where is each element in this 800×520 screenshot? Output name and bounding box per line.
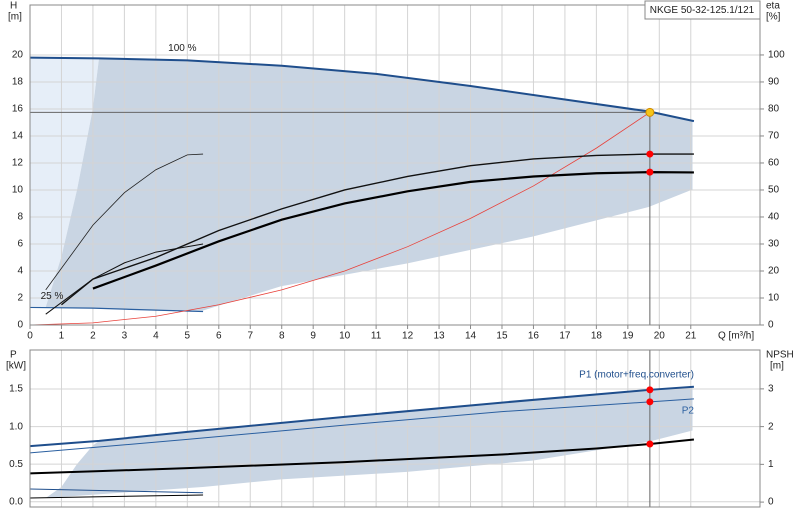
- x-tick-label: 8: [279, 331, 285, 342]
- curve: [61, 153, 694, 306]
- y2-tick-label: 90: [768, 77, 780, 88]
- x-tick-label: 9: [310, 331, 316, 342]
- y-axis-label: P: [10, 350, 17, 361]
- y2-tick-label: 70: [768, 131, 780, 142]
- y2-axis-label: NPSH: [766, 350, 794, 361]
- y2-tick-label: 10: [768, 293, 780, 304]
- y-tick-label: 10: [12, 185, 24, 196]
- x-tick-label: 3: [122, 331, 128, 342]
- curve: [29, 306, 204, 313]
- x-tick-label: 16: [528, 331, 540, 342]
- y2-tick-label: 60: [768, 158, 780, 169]
- curve: [29, 56, 695, 123]
- x-tick-label: 14: [465, 331, 477, 342]
- y-tick-label: 0: [17, 320, 23, 331]
- x-tick-label: 18: [591, 331, 603, 342]
- y-tick-label: 4: [17, 266, 23, 277]
- y-tick-label: 8: [17, 212, 23, 223]
- y2-tick-label: 80: [768, 104, 780, 115]
- y2-tick-label: 20: [768, 266, 780, 277]
- x-tick-label: 15: [496, 331, 508, 342]
- y-axis-label: [kW]: [6, 361, 26, 372]
- y-tick-label: 16: [12, 104, 24, 115]
- x-tick-label: 21: [685, 331, 697, 342]
- x-tick-label: 17: [559, 331, 571, 342]
- y-tick-label: 20: [12, 50, 24, 61]
- y-tick-label: 2: [17, 293, 23, 304]
- duty-point: [645, 107, 655, 117]
- curve-label: 25 %: [41, 291, 64, 302]
- plot-frame: [29, 349, 761, 508]
- x-tick-label: 10: [339, 331, 351, 342]
- curve-label: 100 %: [168, 43, 196, 54]
- curve: [29, 112, 651, 326]
- plot: 100 % 25 % P1 (motor+freq.converter) P2: [29, 43, 695, 507]
- curve-label: P2: [682, 405, 695, 416]
- curve: [45, 243, 204, 315]
- y2-axis-label: [m]: [770, 361, 784, 372]
- y2-tick-label: 3: [768, 384, 774, 395]
- marker: [646, 440, 654, 448]
- plot-frame: [29, 4, 761, 326]
- y2-tick-label: 50: [768, 185, 780, 196]
- x-tick-label: 5: [185, 331, 191, 342]
- y-tick-label: 18: [12, 77, 24, 88]
- chart-title: NKGE 50-32-125.1/121: [650, 5, 755, 16]
- marker: [646, 150, 654, 158]
- x-tick-label: 6: [216, 331, 222, 342]
- y2-axis-label: [%]: [766, 12, 781, 23]
- marker: [646, 398, 654, 406]
- curve: [29, 488, 204, 494]
- x-tick-label: 12: [402, 331, 414, 342]
- x-axis-label: Q [m³/h]: [718, 331, 754, 342]
- marker: [646, 168, 654, 176]
- y2-tick-label: 100: [768, 50, 785, 61]
- curve: [45, 153, 204, 291]
- curve: [29, 494, 204, 499]
- x-tick-label: 19: [622, 331, 634, 342]
- y2-tick-label: 0: [768, 497, 774, 508]
- x-tick-label: 0: [27, 331, 33, 342]
- y-tick-label: 12: [12, 158, 24, 169]
- y2-tick-label: 2: [768, 421, 774, 432]
- y-tick-label: 1.5: [9, 384, 23, 395]
- y2-tick-label: 30: [768, 239, 780, 250]
- marker: [646, 386, 654, 394]
- curve: [29, 398, 694, 454]
- x-tick-label: 7: [247, 331, 253, 342]
- curve: [92, 171, 694, 290]
- y-tick-label: 6: [17, 239, 23, 250]
- x-tick-label: 11: [371, 331, 382, 342]
- y-tick-label: 0.5: [9, 459, 23, 470]
- range-light: [30, 57, 99, 308]
- y2-axis-label: eta: [766, 1, 780, 12]
- y-tick-label: 14: [12, 131, 24, 142]
- x-tick-label: 20: [654, 331, 666, 342]
- y2-tick-label: 1: [768, 459, 774, 470]
- y-axis-label: [m]: [8, 12, 22, 23]
- title-box: [644, 0, 761, 20]
- y-axis-label: H: [10, 1, 17, 12]
- y2-tick-label: 0: [768, 320, 774, 331]
- x-tick-label: 4: [153, 331, 159, 342]
- y-tick-label: 0.0: [9, 496, 23, 507]
- x-tick-label: 1: [59, 331, 65, 342]
- y-tick-label: 1.0: [9, 421, 23, 432]
- x-tick-label: 13: [433, 331, 445, 342]
- range-area: [45, 386, 693, 498]
- curve: [29, 438, 695, 475]
- curve-label: P1 (motor+freq.converter): [579, 369, 694, 380]
- x-tick-label: 2: [90, 331, 96, 342]
- y2-tick-label: 40: [768, 212, 780, 223]
